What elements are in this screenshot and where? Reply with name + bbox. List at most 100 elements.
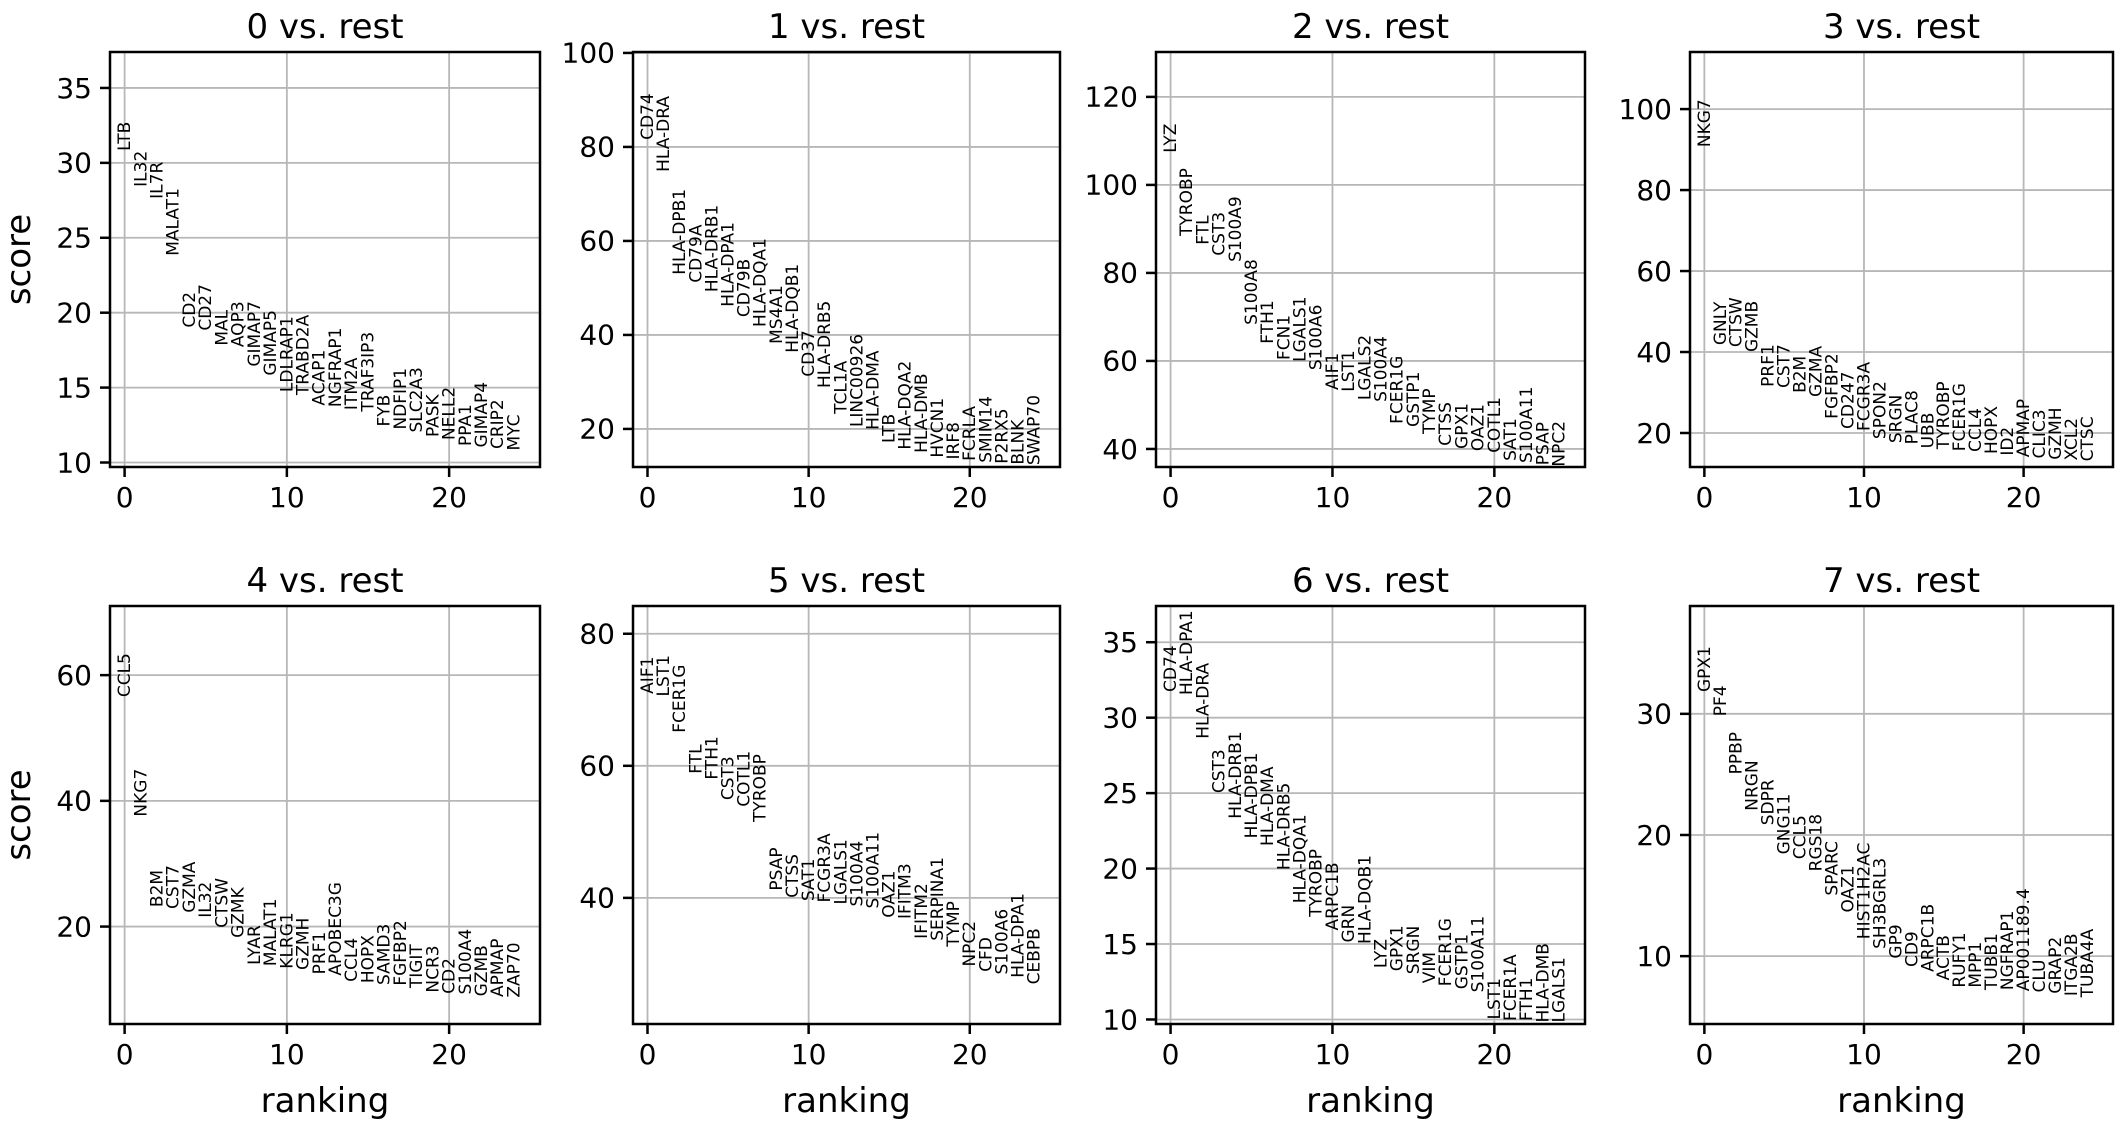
gene-label: CD2 (180, 292, 200, 328)
gene-label: AP001189.4 (2014, 888, 2034, 991)
gene-label: MPP1 (1966, 942, 1986, 988)
gene-label: CD2 (440, 958, 460, 994)
subplot-title: 3 vs. rest (1823, 7, 1980, 47)
gene-label: CTSS (783, 854, 803, 898)
y-tick-label: 100 (1085, 169, 1138, 202)
gene-label: CD79A (686, 224, 706, 283)
subplot-title: 5 vs. rest (768, 561, 925, 601)
y-tick-label: 20 (1636, 417, 1672, 450)
gene-label: LGALS2 (1355, 335, 1375, 400)
gene-label: CTSW (212, 878, 232, 928)
gene-label: CST3 (1210, 749, 1230, 793)
gene-label: NKG7 (1695, 99, 1715, 147)
gene-label: TRABD2A (294, 314, 314, 396)
y-tick-label: 30 (1102, 701, 1138, 734)
gene-label: FTL (1193, 215, 1213, 245)
gene-label: CCL4 (1966, 408, 1986, 452)
gene-label: HLA-DQB1 (1355, 855, 1375, 944)
gene-label: FGFBP2 (1823, 353, 1843, 418)
gene-label: SAT1 (1501, 418, 1521, 461)
gene-label: FCGR3A (1854, 362, 1874, 431)
gene-label: FTL (686, 744, 706, 774)
gene-label: NKG7 (131, 769, 151, 817)
gene-label: BLNK (1009, 419, 1029, 465)
gene-label: GNG11 (1775, 794, 1795, 855)
y-tick-label: 20 (579, 413, 615, 446)
x-tick-label: 0 (1695, 481, 1713, 514)
gene-label: HLA-DQB1 (783, 264, 803, 353)
gene-label: SERPINA1 (928, 857, 948, 941)
gene-label: AIF1 (638, 657, 658, 694)
gene-label: CST3 (719, 756, 739, 800)
gene-label: PRF1 (310, 932, 330, 975)
gene-label: FYB (375, 395, 395, 427)
gene-label: NDFIP1 (391, 368, 411, 430)
gene-label: SRGN (1886, 395, 1906, 444)
gene-label: IL32 (131, 151, 151, 187)
gene-label: SDPR (1759, 779, 1779, 825)
gene-label: GSTP1 (1404, 372, 1424, 427)
subplot-5: 0 10 20 40 60 80 5 vs. rest ranking AIF1LST1FCER… (579, 561, 1062, 1121)
gene-label: SAT1 (799, 859, 819, 902)
gene-label: FCER1A (1501, 954, 1521, 1021)
gene-label: NELL2 (440, 387, 460, 440)
gene-label: GNLY (1711, 301, 1731, 345)
gene-label: TUBB1 (1982, 933, 2002, 991)
gene-label: SH3BGRL3 (1870, 858, 1890, 949)
y-tick-label: 10 (1636, 940, 1672, 973)
gene-label: RUFY1 (1950, 932, 1970, 987)
gene-label: XCL2 (2062, 418, 2082, 461)
gene-label: NGFRAP1 (326, 328, 346, 408)
gene-label: GZMA (180, 861, 200, 912)
gene-label: COTL1 (735, 751, 755, 807)
subplot-title: 1 vs. rest (768, 7, 925, 47)
gene-label: ACTB (1934, 935, 1954, 980)
gene-label: PPA1 (456, 404, 476, 446)
x-tick-label: 0 (639, 1038, 657, 1071)
gene-label: GIMAP4 (472, 382, 492, 448)
y-tick-label: 40 (1636, 336, 1672, 369)
axes-spines (631, 50, 1062, 469)
x-axis-label: ranking (782, 1081, 911, 1121)
gene-label: HLA-DQA1 (1291, 814, 1311, 903)
gene-label: TUBA4A (2078, 928, 2098, 998)
subplot-title: 4 vs. rest (246, 561, 403, 601)
gene-label: ID2 (1998, 427, 2018, 456)
gene-label: TYMP (944, 901, 964, 948)
gene-label: TYMP (1420, 388, 1440, 435)
y-tick-label: 60 (579, 225, 615, 258)
gene-label: CST3 (1210, 212, 1230, 256)
gene-label: NPC2 (1550, 421, 1570, 467)
gene-label: PRF1 (1759, 344, 1779, 387)
x-tick-label: 10 (269, 481, 305, 514)
gene-label: CEBPB (1025, 928, 1045, 984)
gene-label: FTH1 (1258, 300, 1278, 343)
x-tick-label: 20 (431, 1038, 467, 1071)
y-tick-label: 35 (56, 72, 92, 105)
gene-label: GIMAP5 (261, 310, 281, 376)
y-tick-label: 35 (1102, 626, 1138, 659)
gene-label: IL7R (147, 162, 167, 199)
subplot-title: 6 vs. rest (1292, 561, 1449, 601)
y-tick-label: 60 (1636, 255, 1672, 288)
gene-label: HOPX (1982, 406, 2002, 454)
y-tick-label: 80 (1102, 257, 1138, 290)
gene-label: FCER1G (1950, 383, 1970, 451)
gene-label: GZMB (1743, 301, 1763, 352)
gene-label: HLA-DMA (864, 350, 884, 430)
gene-label: PF4 (1711, 685, 1731, 716)
gene-label: HLA-DRB1 (702, 205, 722, 292)
x-tick-label: 20 (952, 1038, 988, 1071)
gene-label: CST7 (1775, 344, 1795, 388)
gene-label: CD27 (196, 284, 216, 331)
y-tick-label: 20 (1636, 819, 1672, 852)
gene-label: LDLRAP1 (277, 316, 297, 392)
gene-label: SAMD3 (375, 924, 395, 985)
axes-spines (108, 604, 542, 1026)
gene-label: FCER1G (1388, 356, 1408, 424)
gene-label: S100A11 (1517, 387, 1537, 464)
x-tick-label: 20 (2006, 1038, 2042, 1071)
gene-label: HLA-DPA1 (719, 222, 739, 307)
